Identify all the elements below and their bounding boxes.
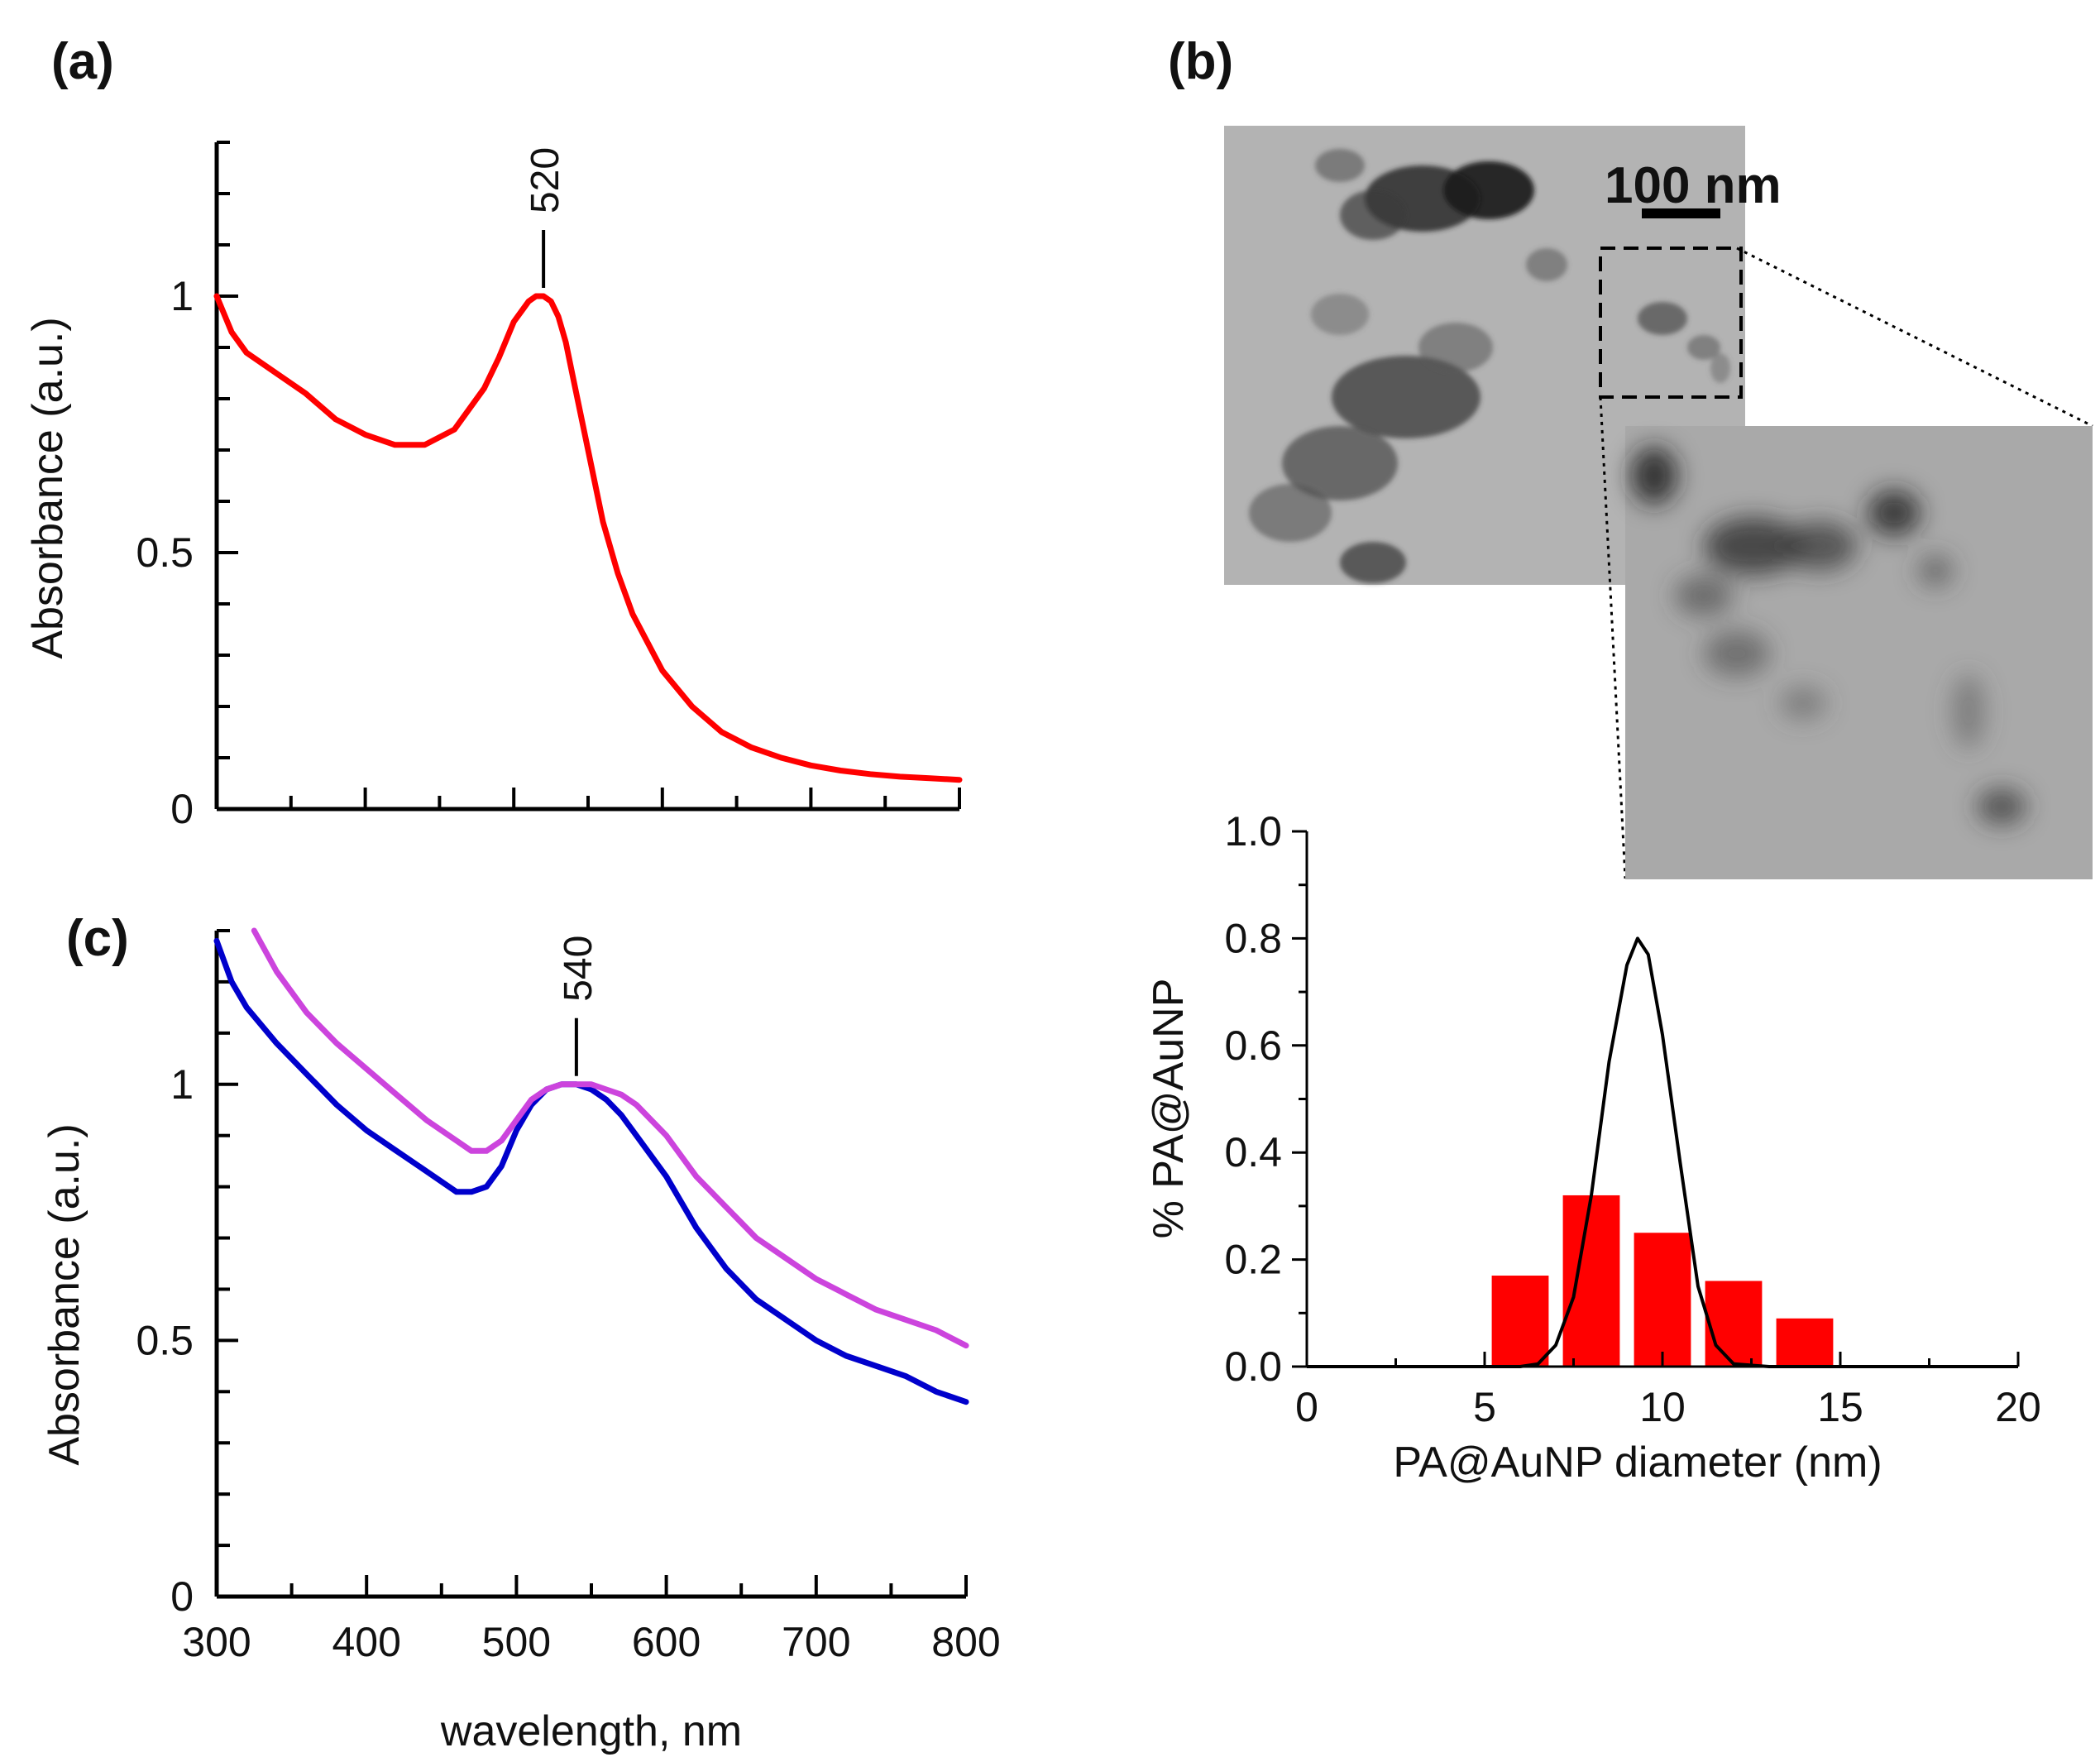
y-tick-label-a: 0.5 (136, 529, 194, 576)
y-tick-label-hist: 1.0 (1224, 808, 1282, 855)
y-tick-label-c: 1 (170, 1061, 194, 1108)
y-tick-label-c: 0.5 (136, 1317, 194, 1363)
x-tick-label-c: 500 (482, 1619, 551, 1665)
y-axis-title-c: Absorbance (a.u.) (41, 1123, 88, 1465)
x-tick-label-hist: 15 (1817, 1384, 1863, 1430)
x-tick-label-c: 700 (782, 1619, 850, 1665)
tem-micrograph: 100 nm (1224, 126, 2093, 879)
y-axis-title-hist: % PA@AuNP (1145, 979, 1193, 1239)
chart-b-size-histogram: 0.0 0.2 0.4 0.6 0.8 1.0 0 5 10 15 20 PA@AuNP diamet… (1145, 808, 2041, 1487)
series-line-c-blue (213, 937, 969, 1405)
x-tick-label-c: 600 (632, 1619, 701, 1665)
chart-a-absorbance: 0 0.5 1 Absorbance (a.u.) 520 (24, 141, 963, 832)
series-line-c-magenta (251, 927, 969, 1349)
x-tick-label-hist: 20 (1995, 1384, 2041, 1430)
histogram-bar (1562, 1195, 1620, 1367)
panel-label-a: (a) (51, 33, 114, 90)
zoom-connector-left (1599, 396, 1627, 879)
x-tick-label-hist: 5 (1473, 1384, 1496, 1430)
y-tick-label-hist: 0.0 (1224, 1343, 1282, 1390)
gaussian-fit-line (1307, 936, 2018, 1368)
histogram-bar (1634, 1233, 1691, 1367)
peak-label-c: 540 (557, 936, 600, 1002)
x-tick-label-hist: 10 (1639, 1384, 1686, 1430)
histogram-bar (1705, 1281, 1763, 1367)
x-tick-label-c: 300 (182, 1619, 251, 1665)
tem-zoom-particles (1631, 447, 2026, 825)
y-tick-label-c: 0 (170, 1573, 194, 1620)
peak-label-a: 520 (524, 147, 567, 213)
zoom-region-box (1599, 247, 1743, 399)
x-tick-label-c: 400 (332, 1619, 400, 1665)
histogram-bar (1491, 1276, 1549, 1367)
chart-c-absorbance: 0 0.5 1 300 400 500 600 700 800 Absorbance (a.u.)… (41, 927, 1001, 1755)
zoom-connector-top (1736, 247, 2093, 428)
x-tick-label-hist: 0 (1295, 1384, 1318, 1430)
x-axis-title-c: wavelength, nm (440, 1707, 742, 1755)
scale-bar (1642, 208, 1720, 218)
x-tick-label-c: 800 (931, 1619, 1000, 1665)
series-line-a-PA@AuNP (213, 293, 963, 783)
scale-bar-label: 100 nm (1605, 157, 1782, 214)
y-tick-label-hist: 0.4 (1224, 1129, 1282, 1175)
histogram-bar (1776, 1318, 1834, 1367)
panel-label-b: (b) (1168, 33, 1233, 90)
y-tick-label-a: 0 (170, 786, 194, 832)
y-tick-label-hist: 0.8 (1224, 915, 1282, 961)
x-axis-title-hist: PA@AuNP diameter (nm) (1393, 1439, 1882, 1487)
y-axis-title-a: Absorbance (a.u.) (24, 317, 72, 658)
tem-particle-clusters (1249, 149, 1730, 583)
y-tick-label-hist: 0.6 (1224, 1022, 1282, 1069)
y-tick-label-hist: 0.2 (1224, 1237, 1282, 1283)
y-tick-label-a: 1 (170, 273, 194, 319)
panel-label-c: (c) (66, 910, 129, 967)
